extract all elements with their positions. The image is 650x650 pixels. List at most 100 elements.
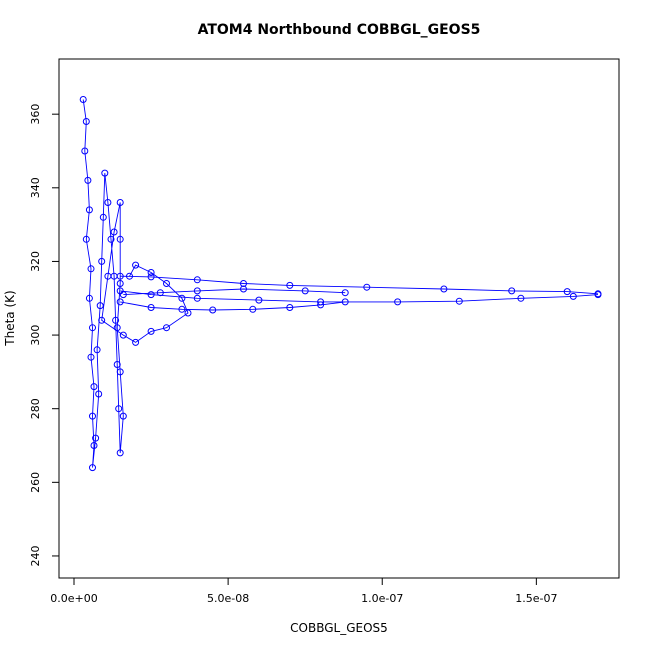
- data-point: [286, 281, 294, 289]
- data-point: [240, 285, 247, 293]
- data-point: [89, 464, 96, 472]
- y-tick-label: 360: [29, 104, 42, 125]
- y-axis-label: Theta (K): [3, 290, 17, 346]
- data-point: [119, 331, 127, 339]
- series-0: [79, 96, 192, 472]
- series-line: [120, 301, 346, 311]
- data-point: [147, 273, 155, 281]
- data-point: [147, 291, 155, 299]
- data-point: [341, 298, 349, 306]
- y-tick-label: 260: [29, 472, 42, 493]
- data-point: [87, 353, 95, 361]
- data-point: [341, 289, 349, 297]
- data-point: [249, 305, 257, 313]
- data-point: [178, 305, 186, 313]
- series-line: [82, 99, 189, 468]
- series-3: [116, 298, 349, 314]
- data-point: [301, 287, 309, 295]
- series-line: [120, 290, 599, 303]
- data-point: [98, 316, 106, 324]
- data-point: [82, 235, 90, 243]
- data-point: [95, 390, 103, 398]
- data-point: [156, 289, 164, 297]
- data-point: [394, 298, 402, 306]
- data-point: [132, 261, 140, 269]
- data-point: [98, 257, 106, 265]
- data-point: [147, 304, 155, 311]
- data-point: [92, 434, 100, 442]
- data-point: [99, 213, 107, 221]
- data-point: [193, 294, 201, 302]
- data-point: [113, 324, 121, 332]
- data-point: [132, 338, 140, 346]
- data-point: [79, 96, 87, 103]
- x-axis: 0.0e+00 5.0e-08 1.0e-07 1.5e-07: [50, 578, 557, 605]
- plot-frame: [58, 58, 620, 579]
- data-point: [363, 283, 371, 291]
- data-point: [90, 383, 98, 391]
- data-point: [87, 265, 95, 273]
- data-point: [317, 301, 325, 309]
- data-point: [89, 412, 96, 420]
- x-tick-label: 5.0e-08: [207, 592, 249, 605]
- x-tick-label: 1.0e-07: [361, 592, 403, 605]
- data-point: [119, 412, 127, 420]
- x-axis-label: COBBGL_GEOS5: [290, 621, 388, 635]
- series-line: [123, 288, 346, 296]
- series-4: [119, 285, 349, 299]
- y-tick-label: 280: [29, 398, 42, 419]
- series-line: [120, 275, 599, 295]
- x-tick-label: 0.0e+00: [50, 592, 97, 605]
- data-point: [96, 302, 104, 310]
- data-point: [147, 269, 155, 276]
- y-tick-label: 340: [29, 177, 42, 198]
- data-point: [116, 272, 124, 280]
- data-point: [112, 316, 120, 324]
- data-point: [286, 304, 294, 311]
- data-point: [119, 291, 127, 299]
- data-point: [455, 297, 463, 305]
- data-point: [116, 449, 124, 457]
- series-2: [116, 287, 602, 306]
- data-point: [569, 292, 577, 300]
- data-point: [193, 276, 201, 284]
- data-point: [440, 285, 448, 293]
- data-point: [116, 199, 124, 206]
- data-point: [184, 309, 192, 317]
- data-point: [193, 287, 201, 295]
- series-1: [116, 272, 602, 298]
- data-point: [116, 368, 124, 376]
- data-point: [563, 288, 571, 296]
- data-point: [508, 287, 516, 295]
- data-point: [101, 169, 109, 177]
- data-point: [110, 228, 118, 236]
- data-point: [113, 361, 121, 368]
- data-point: [517, 294, 525, 302]
- y-tick-label: 240: [29, 545, 42, 566]
- series-layer: [79, 96, 602, 472]
- data-point: [116, 298, 124, 306]
- data-point: [116, 280, 124, 287]
- data-point: [85, 294, 93, 302]
- data-point: [255, 296, 263, 304]
- data-point: [116, 235, 124, 243]
- data-point: [89, 324, 96, 332]
- chart-title: ATOM4 Northbound COBBGL_GEOS5: [198, 22, 481, 38]
- data-point: [147, 327, 155, 335]
- data-point: [104, 199, 112, 206]
- x-tick-label: 1.5e-07: [515, 592, 557, 605]
- data-point: [93, 346, 101, 354]
- data-point: [104, 272, 112, 280]
- data-point: [85, 206, 93, 214]
- data-point: [163, 324, 170, 332]
- data-point: [84, 176, 92, 184]
- data-point: [90, 442, 98, 449]
- data-point: [115, 405, 123, 413]
- data-point: [82, 118, 90, 125]
- data-point: [107, 235, 115, 243]
- y-tick-label: 320: [29, 251, 42, 272]
- y-tick-label: 300: [29, 325, 42, 346]
- data-point: [81, 147, 89, 155]
- y-axis: 240 260 280 300 320 340 360: [29, 104, 59, 566]
